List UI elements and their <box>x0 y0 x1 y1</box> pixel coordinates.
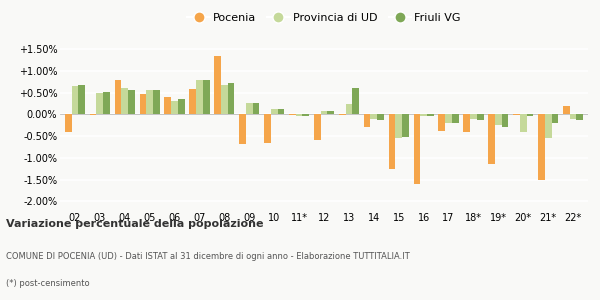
Bar <box>389 114 395 169</box>
Bar <box>402 114 409 137</box>
Text: COMUNE DI POCENIA (UD) - Dati ISTAT al 31 dicembre di ogni anno - Elaborazione T: COMUNE DI POCENIA (UD) - Dati ISTAT al 3… <box>6 252 410 261</box>
Bar <box>153 90 160 114</box>
Bar <box>545 114 551 138</box>
Bar <box>115 80 121 114</box>
Bar <box>470 114 477 118</box>
Bar <box>246 103 253 114</box>
Bar <box>178 99 185 114</box>
Bar <box>71 86 79 114</box>
Bar <box>253 103 259 114</box>
Bar <box>79 85 85 114</box>
Bar <box>339 114 346 115</box>
Bar <box>427 114 434 116</box>
Bar <box>239 114 246 144</box>
Bar <box>121 88 128 114</box>
Bar <box>569 114 577 118</box>
Bar <box>203 80 209 114</box>
Bar <box>395 114 402 138</box>
Bar <box>221 85 228 114</box>
Bar <box>477 114 484 119</box>
Bar <box>103 92 110 114</box>
Bar <box>190 89 196 114</box>
Bar <box>513 114 520 115</box>
Bar <box>140 94 146 114</box>
Bar <box>271 109 278 114</box>
Bar <box>352 88 359 114</box>
Bar <box>196 80 203 114</box>
Bar <box>370 114 377 118</box>
Bar <box>377 114 384 119</box>
Bar <box>164 97 171 114</box>
Bar <box>278 109 284 114</box>
Bar <box>563 106 569 114</box>
Bar <box>65 114 71 132</box>
Bar <box>420 114 427 116</box>
Text: Variazione percentuale della popolazione: Variazione percentuale della popolazione <box>6 219 263 229</box>
Bar <box>495 114 502 125</box>
Bar <box>364 114 370 127</box>
Bar <box>128 90 135 114</box>
Bar <box>302 114 309 116</box>
Bar <box>527 114 533 116</box>
Bar <box>445 114 452 123</box>
Bar <box>289 114 296 115</box>
Text: (*) post-censimento: (*) post-censimento <box>6 279 89 288</box>
Bar <box>90 114 97 115</box>
Bar <box>314 114 320 140</box>
Legend: Pocenia, Provincia di UD, Friuli VG: Pocenia, Provincia di UD, Friuli VG <box>183 8 465 27</box>
Bar <box>577 114 583 119</box>
Bar <box>228 83 235 114</box>
Bar <box>488 114 495 164</box>
Bar <box>413 114 420 184</box>
Bar <box>171 101 178 114</box>
Bar <box>97 92 103 114</box>
Bar <box>502 114 508 127</box>
Bar <box>346 104 352 114</box>
Bar <box>146 90 153 114</box>
Bar <box>463 114 470 132</box>
Bar <box>296 114 302 116</box>
Bar <box>452 114 458 123</box>
Bar <box>328 111 334 114</box>
Bar <box>264 114 271 142</box>
Bar <box>538 114 545 179</box>
Bar <box>320 111 328 114</box>
Bar <box>551 114 558 123</box>
Bar <box>439 114 445 131</box>
Bar <box>214 56 221 114</box>
Bar <box>520 114 527 132</box>
